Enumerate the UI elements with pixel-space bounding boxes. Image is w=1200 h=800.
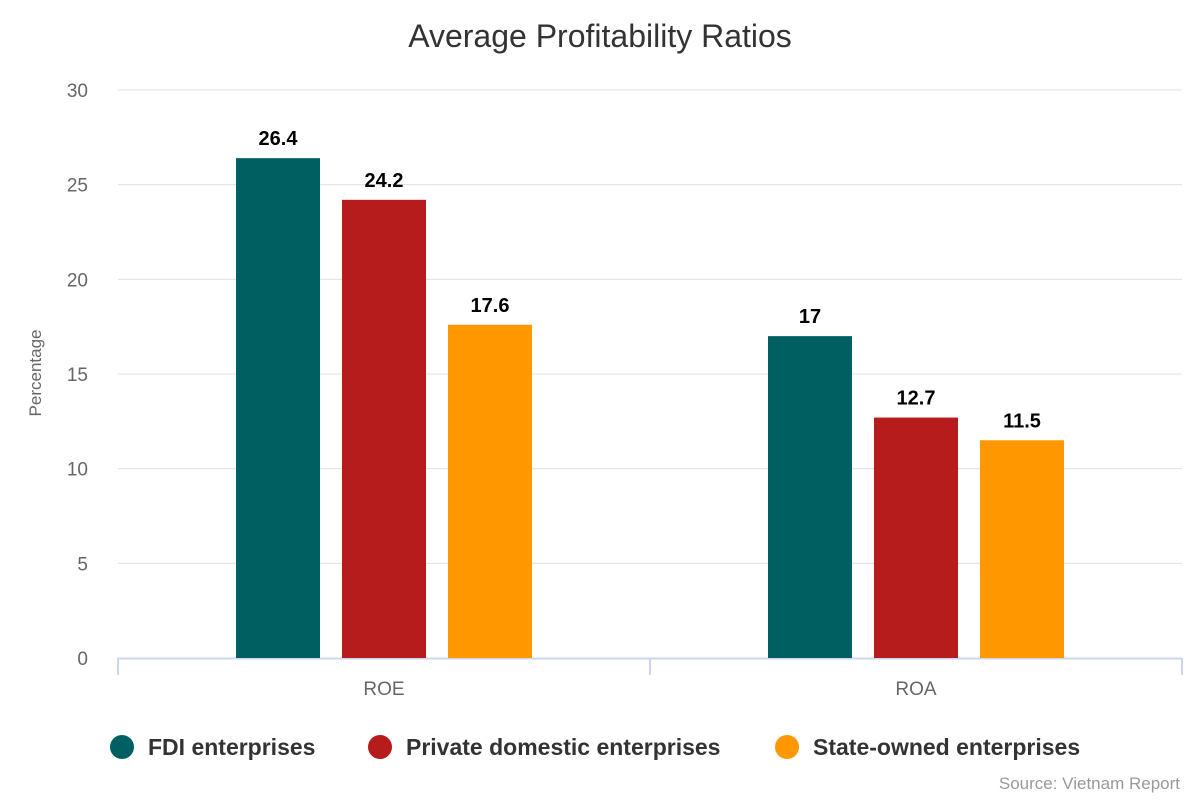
y-tick-label: 5 (77, 554, 88, 575)
y-tick-label: 30 (67, 81, 88, 102)
data-label: 11.5 (1003, 410, 1041, 432)
y-tick-label: 20 (67, 270, 88, 291)
source-note: Source: Vietnam Report (999, 774, 1180, 793)
data-label: 26.4 (259, 128, 299, 150)
bar (236, 158, 320, 658)
legend-marker (775, 735, 799, 759)
data-label: 12.7 (897, 388, 936, 410)
x-tick-label: ROA (895, 679, 937, 700)
bar (448, 324, 532, 658)
bar (874, 417, 958, 658)
y-tick-label: 0 (77, 649, 88, 670)
data-label: 17.6 (471, 295, 510, 317)
legend-label: Private domestic enterprises (406, 734, 720, 760)
legend-label: State-owned enterprises (813, 734, 1080, 760)
data-label: 17 (799, 306, 821, 328)
bar (980, 440, 1064, 658)
legend-marker (368, 735, 392, 759)
bar (768, 336, 852, 658)
y-tick-label: 25 (67, 176, 88, 197)
legend-label: FDI enterprises (148, 734, 315, 760)
x-tick-label: ROE (363, 679, 404, 700)
y-tick-label: 15 (67, 365, 88, 386)
y-axis-label: Percentage (26, 330, 45, 417)
legend-marker (110, 735, 134, 759)
data-label: 24.2 (365, 170, 404, 192)
chart-title: Average Profitability Ratios (408, 18, 792, 54)
y-tick-label: 10 (67, 460, 88, 481)
bar (342, 199, 426, 658)
